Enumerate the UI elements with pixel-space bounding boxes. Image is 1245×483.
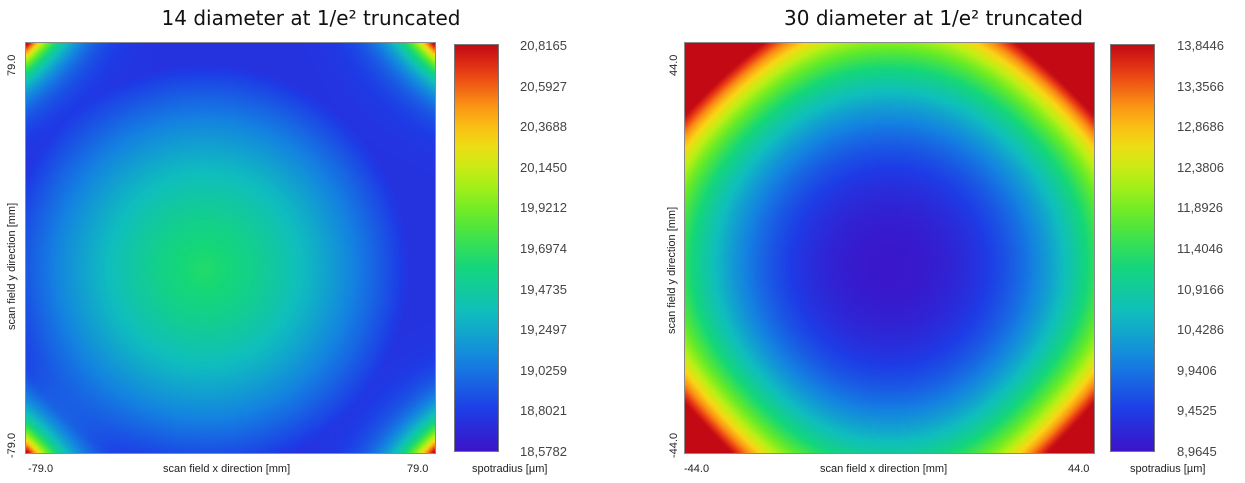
colorbar-tick-label: 20,1450 — [520, 159, 567, 175]
colorbar-tick-label: 20,5927 — [520, 78, 567, 94]
heatmap-plot-area — [25, 42, 436, 454]
x-tick-max: 79.0 — [407, 463, 429, 475]
x-tick-min: -44.0 — [684, 463, 710, 475]
colorbar-label: spotradius [µm] — [1130, 463, 1206, 475]
x-tick-max: 44.0 — [1068, 463, 1090, 475]
colorbar-tick-label: 19,6974 — [520, 241, 567, 256]
colorbar-tick-label: 19,9212 — [520, 200, 567, 216]
colorbar — [1110, 44, 1155, 452]
y-tick-max: 44.0 — [668, 54, 680, 76]
heatmap-plot-area — [684, 42, 1095, 454]
colorbar-tick-label: 8,9645 — [1177, 444, 1217, 459]
heatmap-image — [685, 43, 1094, 453]
y-axis-label: scan field y direction [mm] — [6, 202, 18, 330]
chart-title: 30 diameter at 1/e² truncated — [784, 6, 1083, 30]
colorbar-fill — [1111, 45, 1154, 451]
colorbar-tick-label: 19,2497 — [520, 322, 567, 338]
heatmap-panel-left: 14 diameter at 1/e² truncated 79.0 -79.0… — [0, 0, 622, 483]
colorbar-tick-label: 11,4046 — [1177, 241, 1224, 256]
x-tick-min: -79.0 — [28, 463, 54, 475]
colorbar-fill — [455, 45, 498, 451]
colorbar-tick-label: 20,3688 — [520, 119, 567, 135]
colorbar-tick-label: 12,8686 — [1177, 119, 1224, 135]
chart-title: 14 diameter at 1/e² truncated — [161, 6, 461, 30]
colorbar-label: spotradius [µm] — [472, 463, 548, 475]
x-axis-label: scan field x direction [mm] — [820, 463, 948, 475]
colorbar-tick-label: 19,0259 — [520, 362, 567, 378]
heatmap-panel-right: 30 diameter at 1/e² truncated 44.0 -44.0… — [622, 0, 1245, 483]
colorbar-tick-label: 10,4286 — [1177, 322, 1224, 338]
colorbar-tick-label: 13,3566 — [1177, 78, 1224, 94]
colorbar-gradient — [1111, 45, 1154, 451]
y-axis-label: scan field y direction [mm] — [666, 206, 678, 334]
heatmap-image — [26, 43, 435, 453]
colorbar-tick-label: 18,5782 — [520, 444, 567, 459]
colorbar-tick-label: 9,4525 — [1177, 403, 1217, 419]
y-tick-min: -44.0 — [668, 432, 680, 458]
colorbar-tick-label: 12,3806 — [1177, 159, 1224, 175]
colorbar-tick-label: 13,8446 — [1177, 38, 1224, 53]
colorbar-tick-label: 9,9406 — [1177, 362, 1217, 378]
colorbar-tick-label: 20,8165 — [520, 38, 567, 53]
y-tick-min: -79.0 — [6, 432, 18, 458]
colorbar-gradient — [455, 45, 498, 451]
x-axis-label: scan field x direction [mm] — [163, 463, 291, 475]
colorbar-tick-label: 11,8926 — [1177, 200, 1224, 216]
colorbar-tick-label: 19,4735 — [520, 281, 567, 297]
y-tick-max: 79.0 — [6, 54, 18, 76]
colorbar-tick-label: 10,9166 — [1177, 281, 1224, 297]
colorbar — [454, 44, 499, 452]
colorbar-tick-label: 18,8021 — [520, 403, 567, 419]
